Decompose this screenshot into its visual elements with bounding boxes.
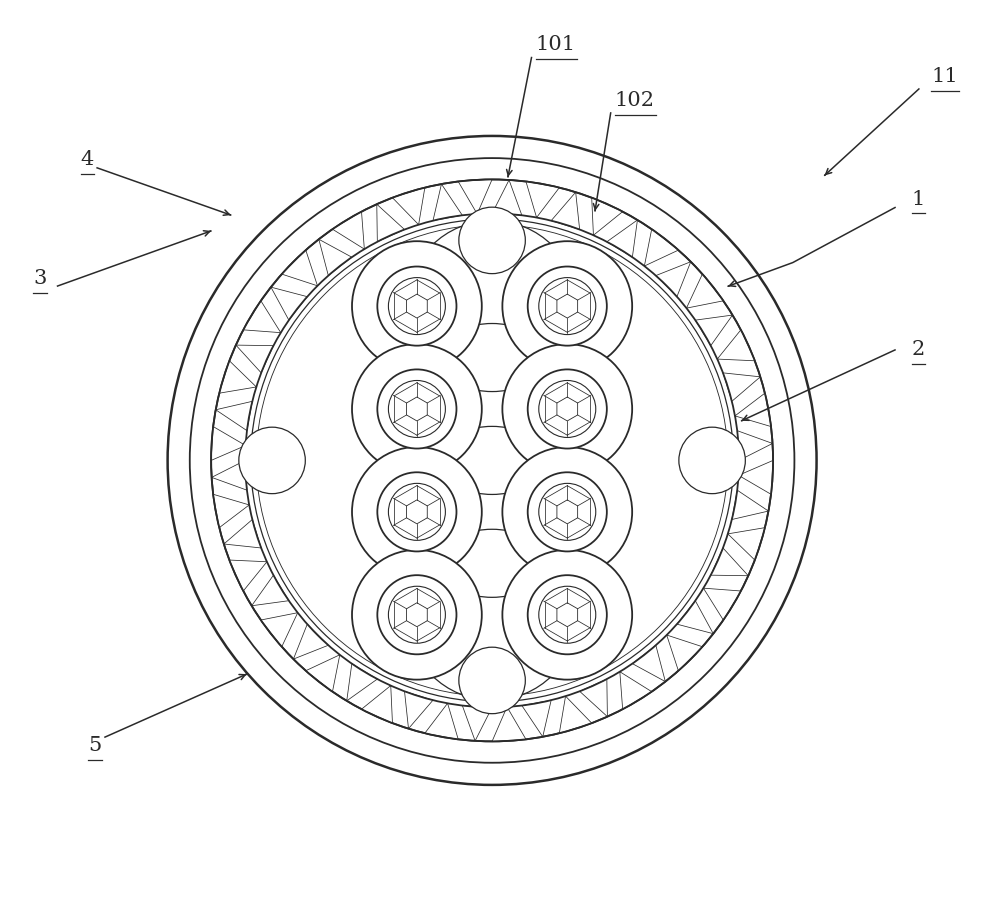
Polygon shape — [458, 179, 492, 214]
Polygon shape — [462, 706, 492, 741]
Polygon shape — [735, 393, 771, 426]
Circle shape — [528, 576, 607, 654]
Circle shape — [211, 179, 773, 741]
Polygon shape — [407, 500, 427, 524]
Polygon shape — [632, 645, 665, 681]
Circle shape — [377, 369, 456, 449]
Circle shape — [502, 344, 632, 474]
Polygon shape — [492, 707, 526, 741]
Circle shape — [502, 447, 632, 576]
Circle shape — [352, 550, 482, 680]
Polygon shape — [216, 401, 252, 431]
Text: 4: 4 — [81, 150, 94, 169]
Circle shape — [539, 483, 596, 540]
Circle shape — [539, 380, 596, 437]
Polygon shape — [243, 300, 281, 333]
Circle shape — [388, 586, 445, 643]
Polygon shape — [522, 700, 551, 737]
Circle shape — [168, 136, 817, 785]
Polygon shape — [425, 703, 458, 739]
Circle shape — [679, 427, 745, 493]
Polygon shape — [282, 250, 317, 286]
Circle shape — [528, 369, 607, 449]
Polygon shape — [293, 624, 328, 659]
Circle shape — [502, 550, 632, 680]
Polygon shape — [711, 548, 748, 576]
Circle shape — [459, 647, 525, 714]
Polygon shape — [644, 229, 678, 266]
Circle shape — [539, 586, 596, 643]
Polygon shape — [620, 672, 652, 710]
Polygon shape — [392, 187, 425, 224]
Circle shape — [377, 472, 456, 551]
Circle shape — [239, 427, 305, 493]
Text: 11: 11 — [931, 67, 958, 86]
Polygon shape — [607, 220, 637, 257]
Polygon shape — [723, 373, 760, 401]
Polygon shape — [686, 274, 723, 308]
Polygon shape — [319, 239, 352, 276]
Circle shape — [502, 242, 632, 371]
Polygon shape — [229, 560, 267, 591]
Text: 102: 102 — [615, 90, 655, 110]
Polygon shape — [236, 345, 273, 373]
Polygon shape — [306, 655, 340, 691]
Polygon shape — [526, 182, 559, 217]
Polygon shape — [347, 663, 377, 700]
Polygon shape — [362, 686, 392, 723]
Polygon shape — [557, 603, 578, 626]
Polygon shape — [211, 426, 246, 461]
Text: 2: 2 — [912, 340, 925, 359]
Polygon shape — [224, 519, 261, 548]
Polygon shape — [405, 691, 433, 729]
Circle shape — [388, 278, 445, 335]
Polygon shape — [677, 601, 713, 634]
Polygon shape — [332, 212, 364, 249]
Polygon shape — [252, 576, 289, 605]
Polygon shape — [737, 431, 773, 461]
Polygon shape — [728, 528, 765, 560]
Circle shape — [388, 483, 445, 540]
Polygon shape — [212, 461, 247, 491]
Polygon shape — [592, 197, 623, 235]
Polygon shape — [739, 461, 773, 494]
Polygon shape — [580, 679, 607, 717]
Polygon shape — [717, 329, 755, 361]
Polygon shape — [557, 500, 578, 524]
Circle shape — [377, 576, 456, 654]
Polygon shape — [551, 192, 580, 230]
Circle shape — [352, 447, 482, 576]
Polygon shape — [407, 294, 427, 318]
Polygon shape — [732, 491, 768, 519]
Polygon shape — [377, 205, 405, 242]
Polygon shape — [407, 603, 427, 626]
Polygon shape — [557, 397, 578, 421]
Polygon shape — [213, 494, 249, 528]
Polygon shape — [695, 315, 733, 346]
Circle shape — [459, 207, 525, 273]
Polygon shape — [492, 180, 522, 215]
Polygon shape — [703, 588, 741, 620]
Circle shape — [251, 219, 733, 701]
Circle shape — [352, 344, 482, 474]
Polygon shape — [559, 696, 592, 733]
Polygon shape — [271, 287, 307, 320]
Circle shape — [528, 472, 607, 551]
Text: 3: 3 — [33, 269, 46, 288]
Text: 1: 1 — [912, 190, 925, 209]
Circle shape — [539, 278, 596, 335]
Polygon shape — [219, 361, 256, 393]
Polygon shape — [557, 294, 578, 318]
Text: 101: 101 — [536, 35, 576, 54]
Circle shape — [377, 266, 456, 346]
Polygon shape — [656, 262, 691, 297]
Polygon shape — [261, 613, 298, 647]
Polygon shape — [667, 635, 702, 671]
Circle shape — [352, 242, 482, 371]
Polygon shape — [407, 397, 427, 421]
Circle shape — [528, 266, 607, 346]
Polygon shape — [433, 184, 462, 221]
Text: 5: 5 — [88, 736, 102, 755]
Circle shape — [388, 380, 445, 437]
